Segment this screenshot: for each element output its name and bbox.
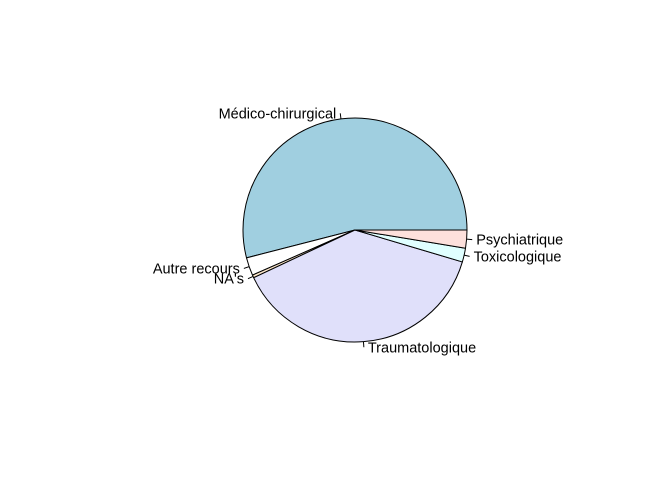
pie-slice-psychiatrique bbox=[354, 229, 468, 249]
pie-label-leaders bbox=[243, 113, 473, 348]
pie-label-autre-recours: Autre recours bbox=[153, 261, 240, 277]
pie-slices bbox=[242, 117, 468, 343]
pie-leader-toxicologique bbox=[464, 254, 470, 257]
pie-label-toxicologique: Toxicologique bbox=[474, 249, 562, 265]
pie-leader-na-s bbox=[247, 275, 254, 280]
pie-label-medico-chirurgical: Médico-chirurgical bbox=[219, 106, 337, 122]
pie-label-na-s: NA's bbox=[214, 272, 244, 288]
pie-leader-medico-chirurgical bbox=[339, 113, 342, 119]
pie-leader-autre-recours bbox=[243, 266, 250, 269]
pie-label-traumatologique: Traumatologique bbox=[368, 340, 476, 356]
pie-label-psychiatrique: Psychiatrique bbox=[476, 233, 563, 249]
pie-slice-traumatologique bbox=[253, 229, 463, 343]
